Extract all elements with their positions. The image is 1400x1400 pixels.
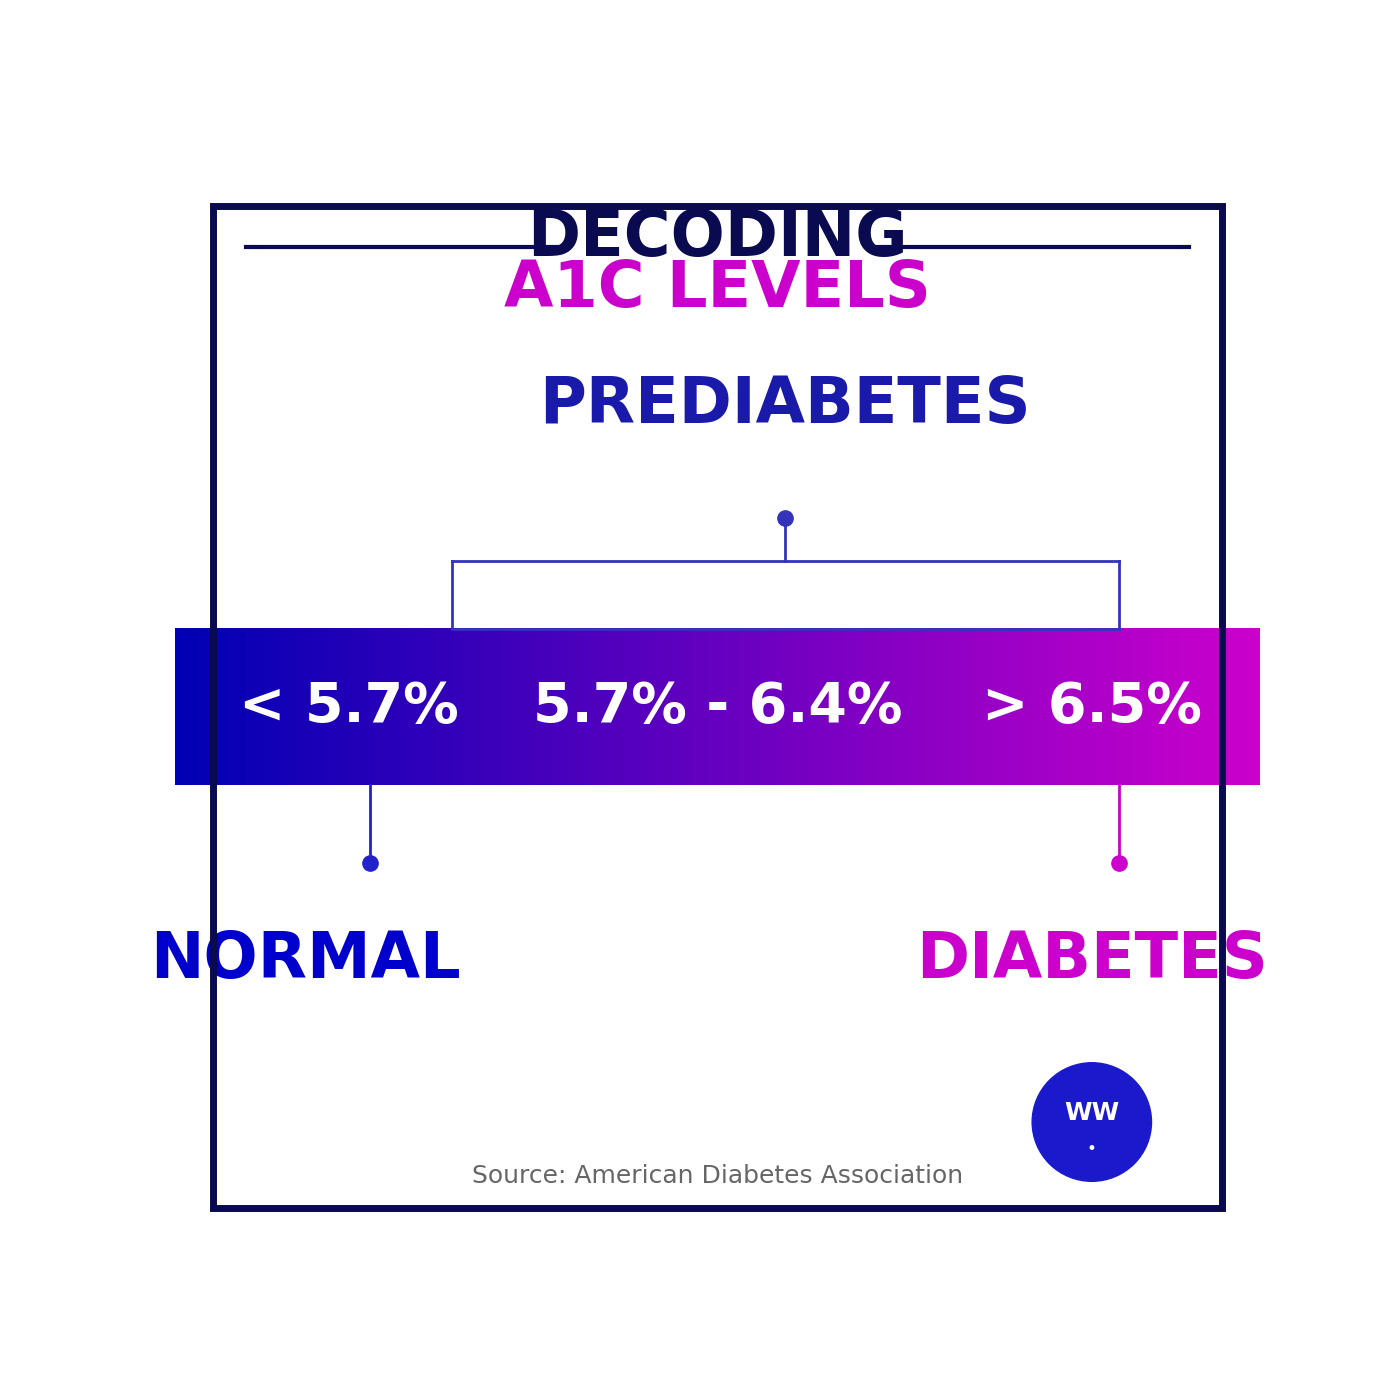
Text: 5.7% - 6.4%: 5.7% - 6.4% [533,680,902,734]
Text: A1C LEVELS: A1C LEVELS [504,258,931,319]
Circle shape [1032,1063,1151,1182]
Text: < 5.7%: < 5.7% [239,680,458,734]
Text: •: • [1086,1140,1096,1158]
Text: PREDIABETES: PREDIABETES [539,374,1030,437]
Text: WW: WW [1064,1102,1120,1126]
Text: DIABETES: DIABETES [916,930,1267,991]
Text: NORMAL: NORMAL [150,930,461,991]
Text: DECODING: DECODING [528,207,907,269]
Text: Source: American Diabetes Association: Source: American Diabetes Association [472,1163,963,1189]
Text: > 6.5%: > 6.5% [981,680,1201,734]
